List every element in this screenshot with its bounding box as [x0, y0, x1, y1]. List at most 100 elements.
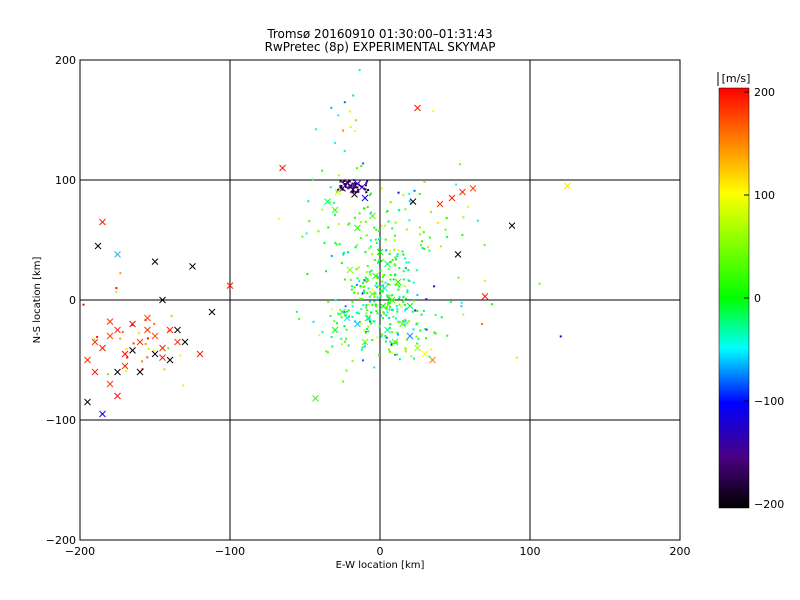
scatter-dot [369, 273, 372, 276]
scatter-dot [418, 192, 421, 195]
scatter-dot [420, 313, 423, 316]
scatter-dot [408, 200, 411, 203]
scatter-dot [388, 308, 391, 311]
scatter-dot [363, 329, 366, 332]
scatter-x-marker [159, 354, 166, 361]
scatter-dot [359, 237, 362, 240]
scatter-dot [434, 332, 437, 335]
scatter-x-marker [564, 182, 571, 190]
scatter-dot [354, 130, 357, 133]
scatter-dot [393, 248, 396, 251]
scatter-dot [344, 305, 347, 308]
scatter-dot [444, 228, 447, 231]
scatter-dot [375, 282, 378, 285]
scatter-dot [358, 297, 361, 300]
scatter-dot [327, 301, 330, 304]
scatter-x-marker [448, 194, 456, 202]
scatter-dot [355, 268, 358, 271]
scatter-dot [363, 187, 366, 190]
scatter-dot [374, 284, 377, 287]
scatter-dot [353, 291, 356, 294]
scatter-dot [425, 298, 428, 301]
scatter-dot [321, 331, 324, 334]
scatter-x-marker [226, 282, 234, 289]
scatter-dot [334, 299, 337, 302]
scatter-dot [388, 348, 391, 351]
scatter-dot [342, 251, 345, 254]
scatter-dot [411, 310, 414, 313]
scatter-dot [306, 273, 309, 276]
scatter-dot [396, 253, 399, 256]
scatter-dot [357, 266, 360, 269]
scatter-dot [343, 325, 346, 328]
scatter-x-marker [159, 296, 166, 304]
scatter-dot [380, 314, 383, 317]
scatter-dot [483, 243, 486, 246]
scatter-dot [370, 322, 373, 325]
scatter-dot [457, 276, 460, 279]
scatter-dot [385, 336, 388, 339]
scatter-dot [388, 250, 391, 253]
scatter-dot [334, 241, 337, 244]
scatter-dot [379, 269, 382, 272]
scatter-dot [481, 322, 484, 325]
scatter-dot [336, 322, 339, 325]
scatter-dot [374, 292, 377, 295]
scatter-dot [368, 270, 371, 273]
scatter-dot [455, 183, 458, 186]
scatter-dot [368, 194, 371, 197]
scatter-dot [362, 207, 365, 210]
scatter-x-marker [129, 347, 136, 354]
scatter-dot [362, 292, 365, 295]
scatter-dot [538, 282, 541, 285]
scatter-dot [421, 246, 424, 249]
scatter-x-marker [334, 188, 342, 196]
scatter-dot [315, 128, 318, 131]
scatter-dot [428, 236, 431, 239]
scatter-dot [371, 288, 374, 291]
scatter-x-marker [151, 350, 159, 358]
scatter-dot [137, 331, 140, 334]
scatter-x-marker [391, 338, 399, 346]
scatter-dot [483, 279, 486, 282]
scatter-dot [350, 285, 353, 288]
scatter-dot [384, 238, 387, 241]
scatter-dot [126, 356, 129, 359]
scatter-dot [402, 295, 405, 298]
gridlines [80, 60, 680, 540]
scatter-dot [307, 200, 310, 203]
scatter-dot [377, 284, 380, 287]
scatter-dot [356, 277, 359, 280]
scatter-dot [358, 69, 361, 72]
scatter-dot [410, 355, 413, 358]
scatter-dot [408, 261, 411, 264]
scatter-dot [140, 360, 143, 363]
scatter-dot [354, 245, 357, 248]
scatter-x-marker [372, 272, 379, 280]
scatter-dot [446, 334, 449, 337]
scatter-dot [433, 331, 436, 334]
scatter-dot [406, 291, 409, 294]
scatter-dot [147, 347, 150, 350]
colorbar-tick-label: −200 [754, 498, 784, 511]
scatter-dot [82, 303, 85, 306]
scatter-dot [347, 251, 350, 254]
scatter-dot [321, 169, 324, 172]
scatter-dot [421, 240, 424, 243]
scatter-dot [373, 295, 376, 298]
scatter-dot [343, 183, 346, 186]
scatter-x-marker [346, 266, 354, 274]
scatter-dot [350, 184, 353, 187]
scatter-dot [373, 300, 376, 303]
scatter-x-marker [481, 293, 489, 300]
scatter-dot [398, 296, 401, 299]
scatter-dot [389, 305, 392, 308]
scatter-dot [354, 119, 357, 122]
scatter-dot [323, 241, 326, 244]
scatter-dot [433, 285, 436, 288]
scatter-dot [391, 308, 394, 311]
scatter-dot [364, 220, 367, 223]
scatter-dot [170, 315, 173, 318]
scatter-dot [348, 186, 351, 189]
